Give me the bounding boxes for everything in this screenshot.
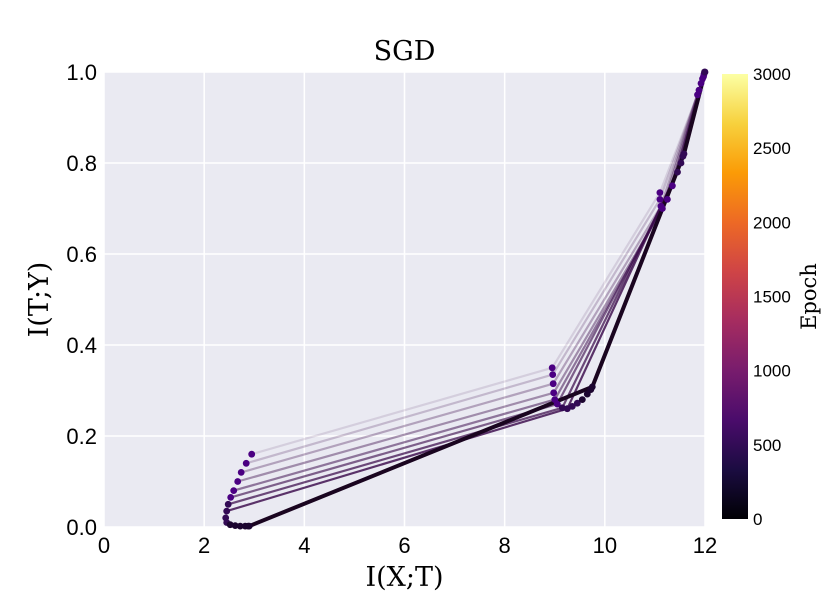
layer-marker-point [553,400,561,408]
y-tick-label: 0.2 [66,424,97,449]
y-tick-label: 0.6 [66,242,97,267]
layer-marker-point [548,364,556,372]
y-tick-label: 0.0 [66,515,97,540]
y-axis-title: I(T;Y) [24,262,55,338]
colorbar-tick-label: 1000 [753,362,791,381]
layer-marker-point [669,182,676,190]
y-tick-label: 0.8 [66,151,97,176]
colorbar-tick-labels: 0 500 1000 1500 2000 2500 3000 [753,65,791,529]
layer-marker-point [656,189,664,197]
layer-marker-point [664,196,671,203]
colorbar-tick-label: 0 [753,510,762,529]
y-tick-label: 0.4 [66,333,97,358]
layer-marker-point [236,522,244,530]
layer-marker-point [695,86,703,94]
y-tick-labels: 0.0 0.2 0.4 0.6 0.8 1.0 [66,60,97,540]
y-tick-label: 1.0 [66,60,97,85]
x-tick-label: 4 [298,533,310,558]
final-epoch-trajectory-line [248,71,707,528]
layer-marker-point [588,383,596,391]
layer-marker-point [549,371,557,378]
layer-marker-point [701,68,709,76]
layer-marker-point [248,450,256,458]
layer-marker-point [568,403,576,410]
x-tick-label: 2 [198,533,210,558]
layer-marker-point [224,500,232,508]
layer-marker-point [245,522,253,530]
layer-marker-point [549,380,557,388]
layer-marker-point [237,469,245,476]
colorbar-tick-label: 1500 [753,288,791,307]
x-tick-label: 8 [499,533,511,558]
layer-marker-point [680,150,688,158]
x-tick-label: 12 [693,533,717,558]
colorbar-tick-label: 2500 [753,139,791,158]
grid-lines [103,71,706,528]
epoch-trajectory-line [240,83,703,474]
layer-marker-point [231,522,239,529]
epoch-trajectory-line [237,78,704,483]
epoch-trajectory-line [245,89,701,465]
layer-marker-point [677,159,685,167]
layer-marker-point [550,389,558,397]
chart-title: SGD [374,36,436,67]
colorbar-title: Epoch [797,263,821,330]
layer-marker-point [227,494,235,501]
epoch-trajectory-line [251,94,699,456]
x-tick-label: 0 [98,533,110,558]
layer-marker-point [223,507,231,515]
layer-marker-point [674,168,681,176]
x-axis-title: I(X;T) [365,562,443,593]
layer-marker-point [242,459,250,467]
layer-marker-point [573,399,581,407]
colorbar-tick-label: 500 [753,436,781,455]
layer-marker-point [656,196,664,203]
layer-marker-point [578,396,586,403]
x-tick-label: 10 [593,533,617,558]
layer-marker-point [234,478,242,485]
colorbar [722,74,748,519]
layer-markers [222,68,709,530]
x-tick-label: 6 [398,533,410,558]
layer-marker-point [659,205,666,212]
layer-marker-point [230,487,238,494]
x-tick-labels: 0 2 4 6 8 10 12 [98,533,717,558]
colorbar-tick-label: 2000 [753,213,791,232]
epoch-trajectories [226,71,707,528]
colorbar-tick-label: 3000 [753,65,791,84]
